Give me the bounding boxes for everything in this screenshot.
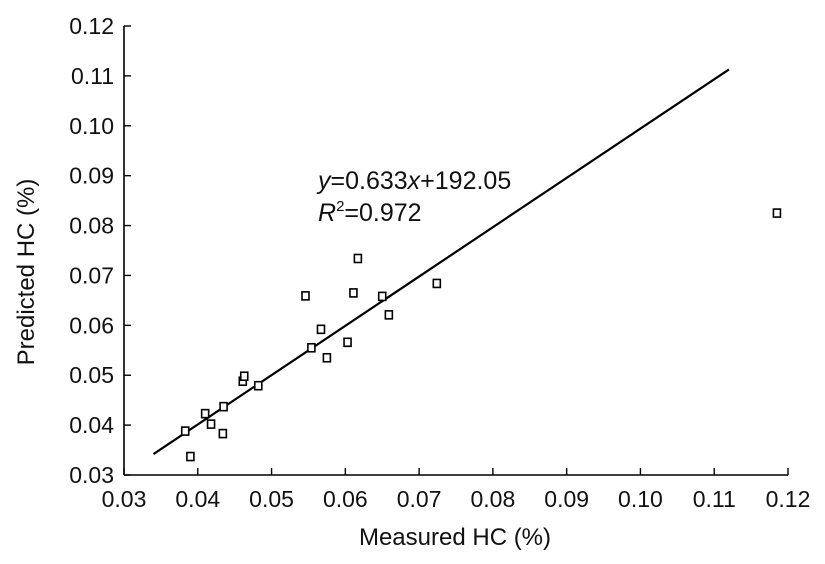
x-tick-label: 0.12: [766, 486, 811, 512]
y-tick-label: 0.11: [71, 63, 114, 89]
data-point: [206, 419, 216, 429]
x-tick-label: 0.05: [249, 486, 294, 512]
data-point: [307, 342, 316, 353]
equation-x-variable: x: [407, 167, 422, 195]
y-tick-label: 0.08: [69, 213, 114, 239]
data-point: [239, 371, 249, 382]
x-tick-label: 0.06: [323, 486, 368, 512]
y-tick-label: 0.09: [69, 163, 114, 189]
regression-equation: y=0.633x+192.05: [316, 167, 511, 195]
data-point: [316, 324, 326, 335]
data-point: [186, 451, 195, 462]
r-squared-label: R2=0.972: [318, 198, 422, 227]
data-point: [219, 401, 228, 412]
y-tick-label: 0.03: [69, 462, 114, 488]
y-tick-label: 0.06: [69, 312, 114, 338]
equation-slope: =0.633: [331, 167, 408, 195]
r-exponent: 2: [336, 198, 344, 215]
x-axis-title: Measured HC (%): [359, 524, 551, 551]
y-tick-label: 0.10: [69, 113, 114, 139]
data-point: [253, 380, 263, 391]
data-point: [384, 310, 394, 320]
r-squared-value: =0.972: [344, 199, 421, 227]
y-tick-label: 0.05: [69, 362, 114, 388]
y-tick-label: 0.12: [69, 13, 114, 39]
data-point: [322, 352, 332, 363]
data-point: [432, 278, 442, 289]
x-tick-label: 0.11: [693, 486, 736, 512]
x-tick-label: 0.03: [102, 486, 147, 512]
axis-ticks: 0.03 0.04 0.05 0.06 0.07 0.08 0.09 0.10 0.11 0.12…: [69, 13, 810, 512]
data-point: [180, 426, 190, 436]
x-tick-label: 0.04: [175, 486, 220, 512]
y-axis-title: Predicted HC (%): [13, 179, 40, 366]
data-point: [301, 291, 310, 301]
data-point: [200, 408, 210, 419]
x-tick-label: 0.10: [618, 486, 663, 512]
y-tick-label: 0.04: [69, 412, 114, 438]
data-point: [218, 428, 228, 439]
data-point: [772, 208, 782, 218]
data-point: [377, 291, 387, 302]
data-point: [353, 253, 363, 264]
y-tick-label: 0.07: [69, 262, 114, 288]
x-tick-label: 0.09: [544, 486, 589, 512]
data-points: [180, 208, 782, 462]
x-tick-label: 0.08: [471, 486, 516, 512]
data-point: [343, 337, 352, 348]
data-point: [349, 288, 358, 298]
equation-y-variable: y: [316, 167, 332, 195]
r-letter: R: [318, 199, 336, 227]
x-tick-label: 0.07: [397, 486, 442, 512]
equation-intercept: +192.05: [420, 167, 511, 195]
regression-line: [152, 68, 730, 455]
